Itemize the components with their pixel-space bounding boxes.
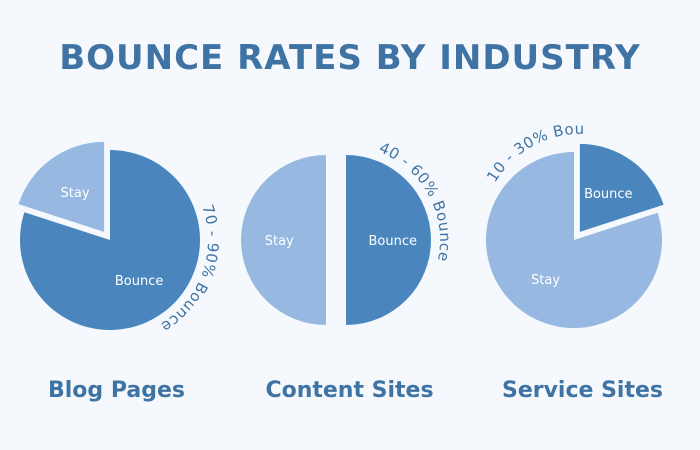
pie-slice-service-sites-stay [486,152,663,328]
slice-label-content-sites-bounce: Bounce [369,234,418,249]
chart-title-service-sites: Service Sites [501,378,664,403]
slice-label-service-sites-bounce: Bounce [584,187,633,202]
pie-slice-content-sites-stay [241,155,326,325]
chart-title-blog-pages: Blog Pages [48,378,185,403]
slice-label-blog-pages-bounce: Bounce [115,274,164,289]
page-title: BOUNCE RATES BY INDUSTRY [59,38,641,78]
slice-label-content-sites-stay: Stay [265,234,294,249]
slice-label-blog-pages-stay: Stay [61,186,90,201]
pie-slice-service-sites-bounce [579,143,664,232]
pie-slice-blog-pages-stay [18,141,105,232]
chart-title-content-sites: Content Sites [265,378,434,403]
slice-label-service-sites-stay: Stay [531,273,560,288]
pie-slice-blog-pages-bounce [19,150,200,331]
pie-slice-content-sites-bounce [346,155,431,325]
